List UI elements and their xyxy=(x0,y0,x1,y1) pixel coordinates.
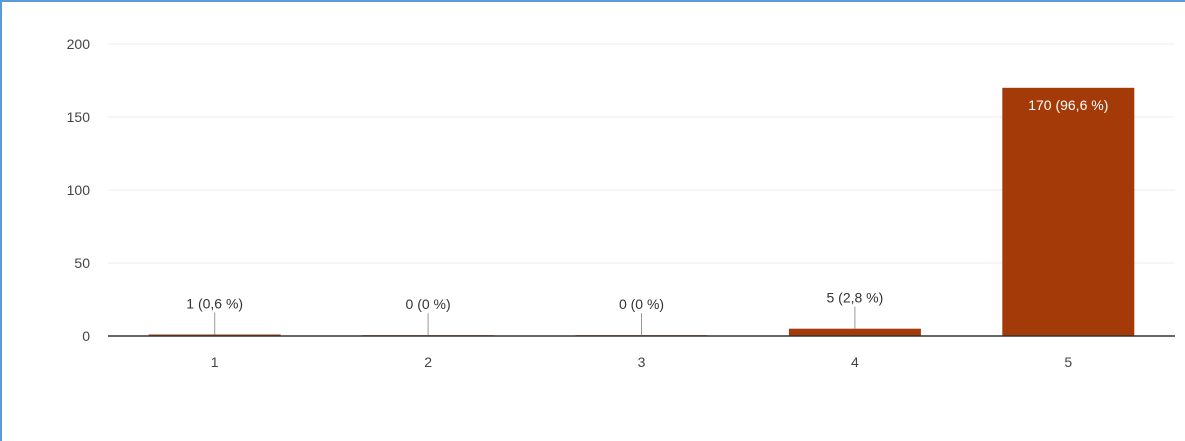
x-tick-label: 1 xyxy=(211,354,219,370)
y-tick-label: 100 xyxy=(67,182,91,198)
x-tick-label: 4 xyxy=(851,354,859,370)
data-label-3: 0 (0 %) xyxy=(619,296,664,312)
grid-lines xyxy=(108,43,1175,264)
data-label-2: 0 (0 %) xyxy=(406,296,451,312)
y-tick-label: 50 xyxy=(74,255,90,271)
data-label-5: 170 (96,6 %) xyxy=(1028,97,1108,113)
data-labels: 1 (0,6 %) 0 (0 %) 0 (0 %) 5 (2,8 %) 170 (96,… xyxy=(186,97,1108,336)
data-label-4: 5 (2,8 %) xyxy=(826,290,883,306)
x-tick-label: 5 xyxy=(1064,354,1072,370)
y-tick-label: 150 xyxy=(67,109,91,125)
y-axis-ticks: 0 50 100 150 200 xyxy=(67,36,91,344)
data-label-1: 1 (0,6 %) xyxy=(186,296,243,312)
x-axis-ticks: 1 2 3 4 5 xyxy=(211,354,1073,370)
bar-5 xyxy=(1002,87,1135,336)
bar-4 xyxy=(788,328,921,336)
y-tick-label: 0 xyxy=(82,328,90,344)
x-tick-label: 3 xyxy=(638,354,646,370)
y-tick-label: 200 xyxy=(67,36,91,52)
x-tick-label: 2 xyxy=(424,354,432,370)
bars xyxy=(148,87,1135,336)
